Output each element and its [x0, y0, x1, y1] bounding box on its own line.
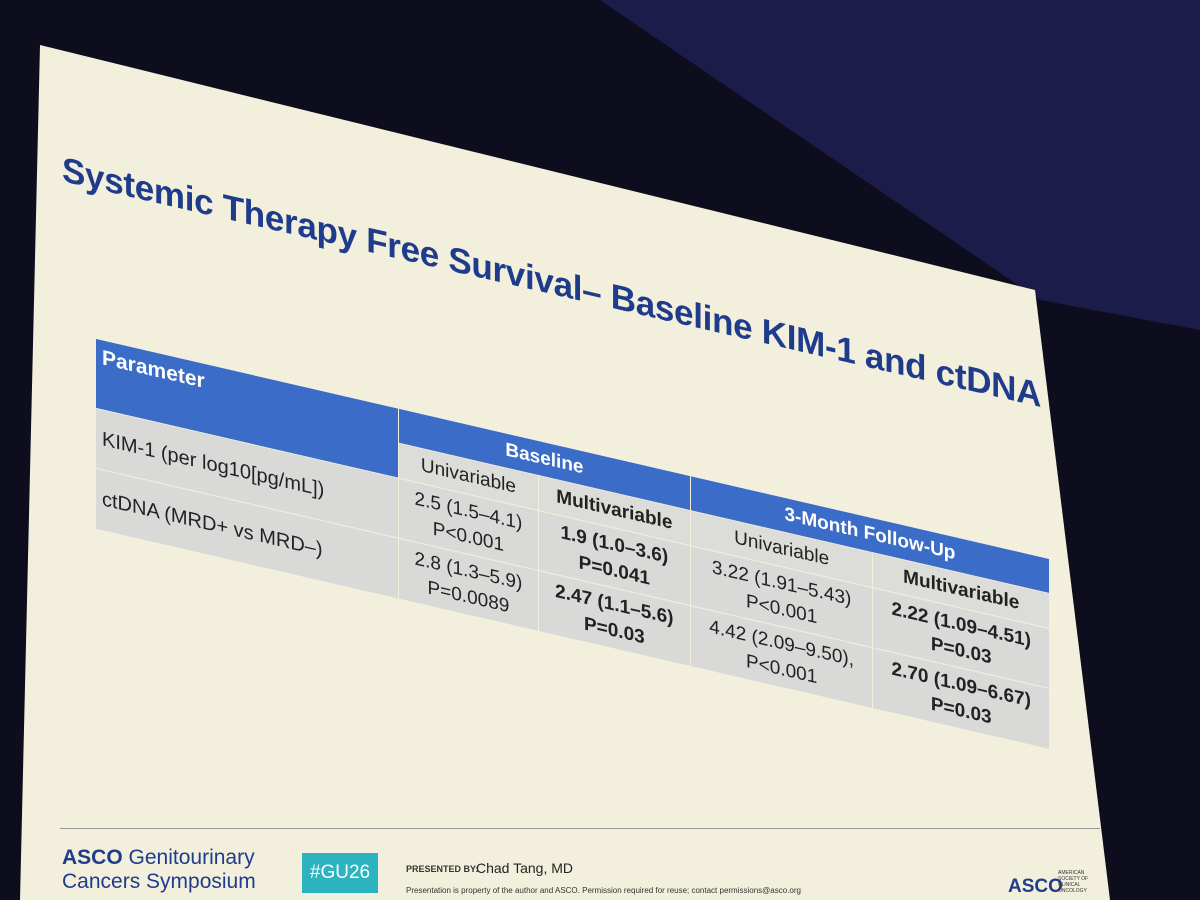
- logo-text: Cancers Symposium: [62, 870, 256, 893]
- logo-text: Genitourinary: [128, 846, 255, 869]
- hashtag: #GU26: [302, 853, 378, 893]
- disclaimer: Presentation is property of the author a…: [406, 886, 801, 895]
- asco-logo: ASCO: [1008, 876, 1063, 897]
- symposium-logo: ASCO Genitourinary: [62, 846, 255, 870]
- ceiling: [600, 0, 1200, 330]
- society-name: AMERICAN SOCIETY OF CLINICAL ONCOLOGY: [1058, 870, 1089, 894]
- presented-by-label: PRESENTED BY:: [406, 864, 479, 874]
- footer-rule: [60, 828, 1100, 829]
- presenter: Chad Tang, MD: [476, 860, 574, 876]
- asco-mark: ASCO: [62, 846, 123, 869]
